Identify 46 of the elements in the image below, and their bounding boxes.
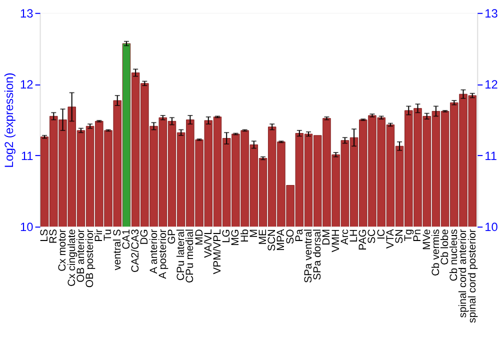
- x-tick-label: ME: [258, 229, 269, 245]
- x-tick-label: Cb lobe: [440, 228, 452, 266]
- y2-tick-label: 12: [484, 78, 498, 92]
- y2-tick-label: 11: [484, 148, 498, 163]
- x-tick-label: GP: [166, 229, 178, 244]
- x-tick-label: IC: [376, 228, 388, 240]
- y-tick-label: 12: [20, 78, 34, 92]
- y-tick-label: 10: [20, 220, 34, 234]
- x-tick-label: VPM/VPL: [212, 228, 224, 274]
- x-tick-label: Pa: [294, 228, 306, 242]
- x-tick-label: Hb: [240, 228, 251, 242]
- x-tick-label: SPa ventral: [303, 229, 314, 283]
- x-tick-label: Tu: [103, 228, 114, 241]
- x-tick-label: MVe: [422, 228, 433, 250]
- x-tick-label: MD: [194, 228, 206, 246]
- x-tick-label: VTA: [385, 229, 396, 249]
- y2-tick-label: 10: [484, 220, 498, 234]
- x-tick-label: Cx motor: [58, 228, 69, 272]
- x-tick-label: RS: [48, 229, 60, 244]
- x-tick-label: Cx cingulate: [66, 228, 78, 286]
- x-tick-label: Tg: [404, 228, 415, 242]
- x-tick-label: OB posterior: [85, 228, 96, 288]
- y-tick-label: 11: [20, 148, 34, 163]
- y2-tick-label: 13: [484, 6, 498, 20]
- x-tick-label: M: [248, 229, 260, 238]
- x-tick-label: MG: [230, 229, 242, 246]
- x-tick-label: ventral S: [112, 229, 124, 270]
- x-tick-label: DG: [140, 229, 151, 245]
- x-tick-label: DM: [322, 229, 333, 246]
- x-tick-label: spinal cord posterior: [467, 228, 478, 323]
- x-tick-label: MPA: [276, 229, 288, 251]
- x-tick-label: spinal cord anterior: [458, 228, 470, 318]
- x-tick-label: SO: [285, 229, 296, 244]
- x-tick-label: A anterior: [148, 228, 160, 274]
- x-tick-label: CPu medial: [185, 229, 196, 283]
- x-tick-label: A posterior: [158, 228, 169, 279]
- x-tick-label: OB anterior: [76, 228, 87, 282]
- x-tick-label: Cb vermis: [430, 229, 442, 276]
- x-tick-label: SC: [367, 228, 378, 244]
- x-tick-label: VA/VL: [203, 228, 214, 258]
- x-tick-label: CA1: [121, 228, 132, 250]
- y-axis-title: Log2 (expression): [2, 72, 16, 168]
- y-tick-label: 13: [20, 6, 34, 20]
- x-tick-label: Pn: [412, 228, 424, 242]
- x-tick-label: Arc: [340, 229, 351, 245]
- x-tick-label: VMH: [330, 229, 342, 252]
